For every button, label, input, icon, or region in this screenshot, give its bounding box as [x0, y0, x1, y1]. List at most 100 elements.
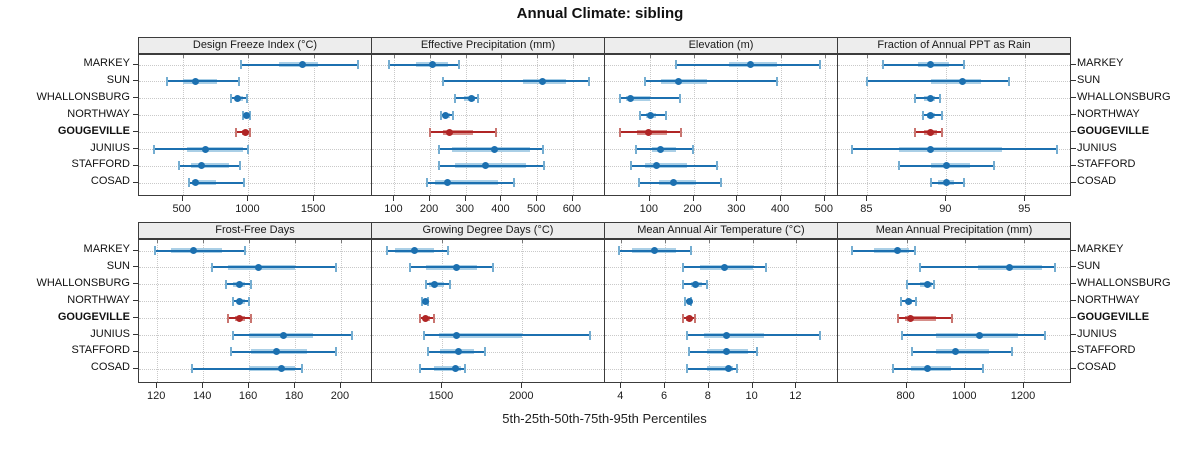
panel-strip: Mean Annual Precipitation (mm): [837, 222, 1071, 239]
median-dot: [722, 348, 730, 356]
axis-tick-top: [249, 240, 251, 243]
whisker-cap-95th: [1008, 76, 1011, 86]
median-dot: [685, 297, 693, 305]
percentile-whisker-5-95: [424, 334, 590, 336]
whisker-cap-95th: [452, 110, 455, 120]
gridline-horizontal: [139, 250, 371, 252]
median-dot: [236, 314, 244, 322]
row-label-left: JUNIUS: [90, 141, 130, 154]
whisker-cap-95th: [719, 178, 722, 188]
whisker-cap-95th: [940, 110, 943, 120]
row-label-left: GOUGEVILLE: [57, 310, 130, 323]
panel-title: Effective Precipitation (mm): [420, 39, 556, 51]
chart-title: Annual Climate: sibling: [516, 5, 684, 22]
whisker-cap-5th: [850, 144, 853, 154]
axis-tick: [202, 383, 204, 388]
whisker-cap-5th: [618, 246, 621, 255]
whisker-cap-95th: [250, 313, 253, 323]
percentile-whisker-5-95: [883, 63, 964, 66]
row-label-right: SUN: [1077, 73, 1101, 86]
percentile-whisker-5-95: [154, 249, 245, 252]
median-dot: [481, 162, 489, 170]
median-dot: [650, 247, 658, 254]
median-dot: [924, 280, 932, 288]
row-tick-right: [1071, 266, 1076, 268]
whisker-cap-5th: [190, 364, 193, 374]
row-tick-right: [1071, 181, 1076, 183]
median-dot: [907, 314, 915, 322]
gridline-horizontal: [372, 115, 604, 117]
row-tick-right: [1071, 334, 1076, 335]
whisker-cap-95th: [449, 279, 452, 289]
axis-tick: [823, 196, 825, 201]
gridline-vertical: [867, 55, 869, 195]
percentile-whisker-5-95: [191, 367, 302, 370]
gridline-horizontal: [139, 318, 371, 320]
whisker-cap-95th: [457, 60, 460, 69]
percentile-whisker-5-95: [686, 367, 738, 370]
axis-tick-label: 1200: [1010, 390, 1036, 402]
gridline-horizontal: [605, 250, 837, 252]
whisker-cap-95th: [914, 296, 917, 306]
whisker-cap-5th: [229, 347, 232, 357]
panel-plot: [138, 239, 372, 383]
percentile-whisker-5-95: [455, 97, 479, 100]
whisker-cap-5th: [896, 313, 899, 323]
whisker-cap-5th: [634, 144, 637, 154]
percentile-whisker-5-95: [852, 249, 916, 252]
whisker-cap-95th: [756, 347, 759, 357]
median-dot: [191, 77, 199, 85]
whisker-cap-5th: [423, 330, 426, 340]
percentile-whisker-5-95: [906, 283, 935, 286]
axis-tick: [692, 196, 694, 201]
gridline-vertical: [465, 55, 467, 195]
whisker-cap-95th: [492, 262, 495, 272]
whisker-cap-5th: [644, 76, 647, 86]
whisker-cap-5th: [918, 262, 921, 272]
axis-tick-top: [465, 55, 467, 58]
axis-tick-label: 400: [491, 203, 510, 215]
row-tick-left: [133, 334, 138, 335]
median-dot: [627, 94, 635, 102]
percentile-whisker-5-95: [442, 80, 589, 83]
median-dot: [277, 365, 285, 373]
gridline-vertical: [157, 240, 159, 382]
gridline-horizontal: [605, 284, 837, 286]
axis-tick-label: 400: [770, 203, 790, 215]
whisker-cap-5th: [227, 313, 230, 323]
row-label-right: WHALLONSBURG: [1077, 276, 1171, 289]
axis-tick-top: [737, 55, 739, 58]
whisker-cap-95th: [1043, 330, 1046, 340]
panel-plot: [138, 54, 372, 196]
median-dot: [657, 145, 665, 153]
gridline-vertical: [248, 55, 250, 195]
median-dot: [192, 179, 200, 187]
axis-tick-label: 100: [384, 203, 403, 215]
median-dot: [927, 111, 935, 119]
row-tick-left: [133, 300, 138, 302]
median-dot: [958, 77, 966, 85]
median-dot: [942, 162, 950, 170]
row-tick-left: [133, 131, 138, 133]
gridline-horizontal: [605, 149, 837, 150]
row-tick-right: [1071, 114, 1076, 116]
whisker-cap-5th: [429, 127, 432, 137]
whisker-cap-95th: [940, 127, 943, 137]
row-tick-left: [133, 63, 138, 65]
whisker-cap-5th: [619, 93, 621, 103]
whisker-cap-95th: [705, 279, 708, 289]
axis-tick: [905, 383, 907, 388]
row-label-left: GOUGEVILLE: [57, 124, 130, 137]
whisker-cap-5th: [419, 313, 422, 323]
gridline-vertical: [203, 240, 205, 382]
gridline-vertical: [1024, 240, 1025, 382]
whisker-cap-5th: [386, 246, 389, 255]
row-tick-right: [1071, 249, 1076, 251]
median-dot: [441, 111, 449, 119]
axis-tick-label: 500: [172, 203, 191, 215]
whisker-cap-5th: [913, 93, 916, 103]
axis-tick: [736, 196, 738, 201]
median-dot: [190, 247, 198, 254]
whisker-cap-95th: [939, 93, 941, 103]
